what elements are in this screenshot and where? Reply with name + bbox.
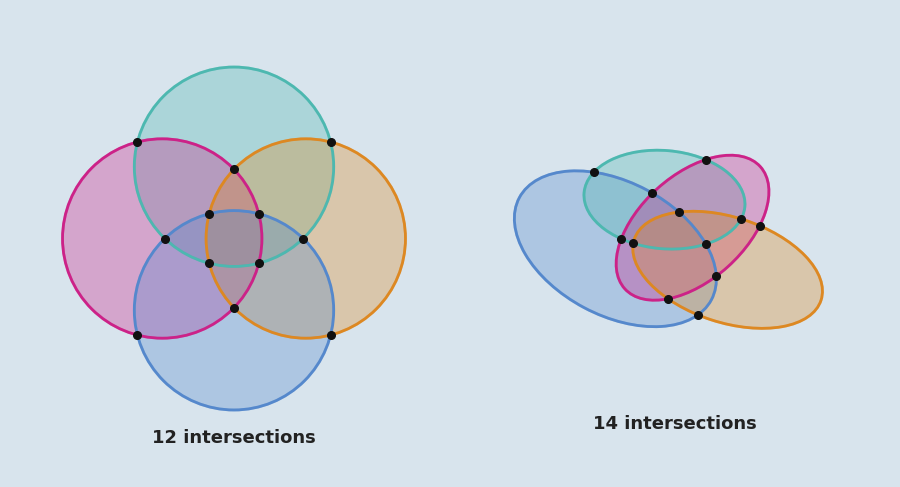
Ellipse shape (616, 155, 769, 300)
Circle shape (62, 139, 262, 338)
Ellipse shape (515, 171, 716, 327)
Ellipse shape (584, 150, 745, 249)
Text: 12 intersections: 12 intersections (152, 429, 316, 447)
Text: 14 intersections: 14 intersections (593, 415, 757, 433)
Circle shape (206, 139, 406, 338)
Circle shape (134, 67, 334, 266)
Ellipse shape (633, 211, 823, 328)
Circle shape (134, 210, 334, 410)
